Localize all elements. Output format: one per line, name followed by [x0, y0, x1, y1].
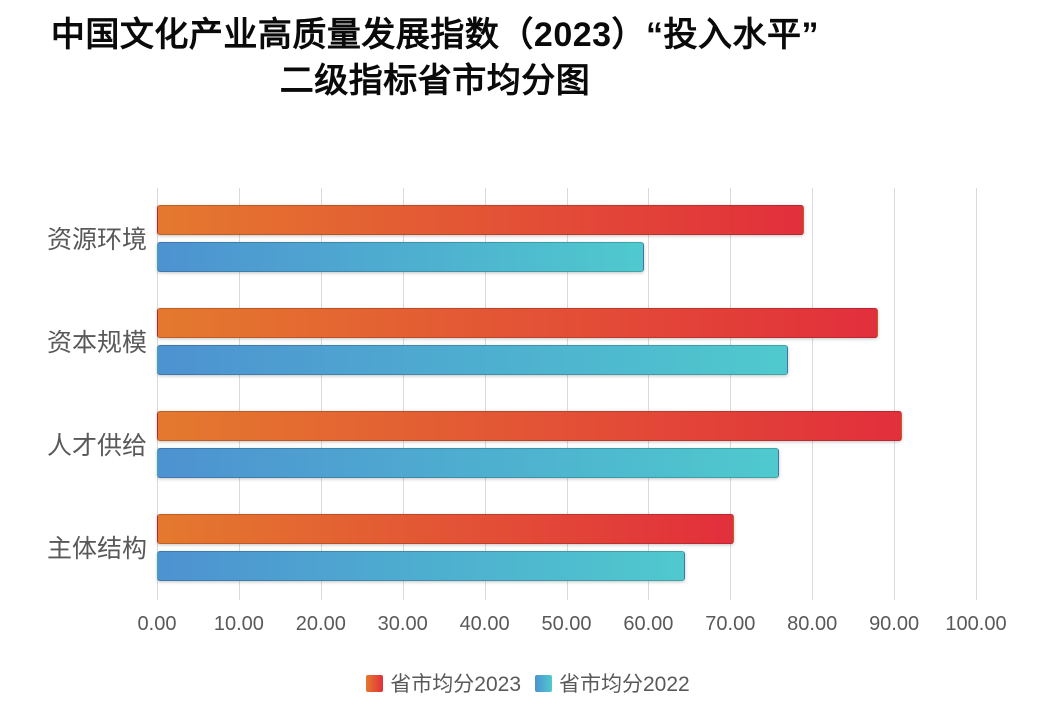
category-label-3: 主体结构: [46, 534, 147, 563]
legend-swatch-2023-icon: [366, 674, 384, 692]
bar-s0-c1: [157, 308, 878, 338]
legend: 省市均分2023 省市均分2022: [0, 668, 1056, 698]
x-tick-label-10: 10.00: [213, 613, 264, 635]
gridline-60: [648, 188, 650, 600]
legend-swatch-2022-icon: [535, 674, 552, 692]
gridline-30: [402, 188, 404, 600]
legend-label-2022: 省市均分2022: [559, 673, 690, 696]
x-tick-label-100: 100.00: [945, 613, 1007, 635]
gridline-40: [484, 188, 486, 600]
legend-item-2023: 省市均分2023: [366, 668, 521, 698]
x-tick-label-40: 40.00: [459, 613, 510, 635]
x-tick-label-20: 20.00: [295, 613, 346, 635]
x-tick-label-30: 30.00: [377, 613, 428, 635]
bar-s1-c1: [157, 345, 788, 375]
gridline-70: [730, 188, 732, 600]
legend-label-2023: 省市均分2023: [390, 673, 521, 696]
bar-s0-c2: [157, 411, 903, 441]
gridline-80: [812, 188, 814, 600]
x-tick-label-0: 0.00: [137, 613, 177, 635]
x-tick-label-50: 50.00: [541, 613, 592, 635]
gridline-10: [238, 188, 240, 600]
x-tick-label-80: 80.00: [787, 613, 838, 635]
gridline-50: [566, 188, 568, 600]
x-tick-label-60: 60.00: [623, 613, 674, 635]
category-label-1: 资本规模: [46, 328, 147, 357]
gridline-90: [894, 188, 896, 600]
bar-s0-c3: [157, 514, 735, 544]
chart-title-line-1: 中国文化产业高质量发展指数（2023）“投入水平”: [50, 16, 820, 54]
gridline-20: [320, 188, 322, 600]
legend-item-2022: 省市均分2022: [535, 668, 690, 698]
bar-s1-c0: [157, 242, 645, 272]
x-tick-label-90: 90.00: [869, 613, 920, 635]
bar-s1-c2: [157, 448, 780, 478]
x-tick-label-70: 70.00: [705, 613, 756, 635]
gridline-100: [976, 188, 977, 600]
category-label-0: 资源环境: [46, 225, 147, 254]
plot-area: 0.00 10.00 20.00 30.00 40.00 50.00 60.00 70.00 8…: [47, 188, 1007, 635]
bar-s0-c0: [157, 205, 804, 235]
chart-title-line-2: 二级指标省市均分图: [279, 62, 591, 100]
bar-s1-c3: [157, 551, 686, 581]
gridline-0: [157, 188, 158, 600]
category-label-2: 人才供给: [46, 431, 147, 460]
chart-title: 中国文化产业高质量发展指数（2023）“投入水平” 二级指标省市均分图: [0, 12, 870, 104]
